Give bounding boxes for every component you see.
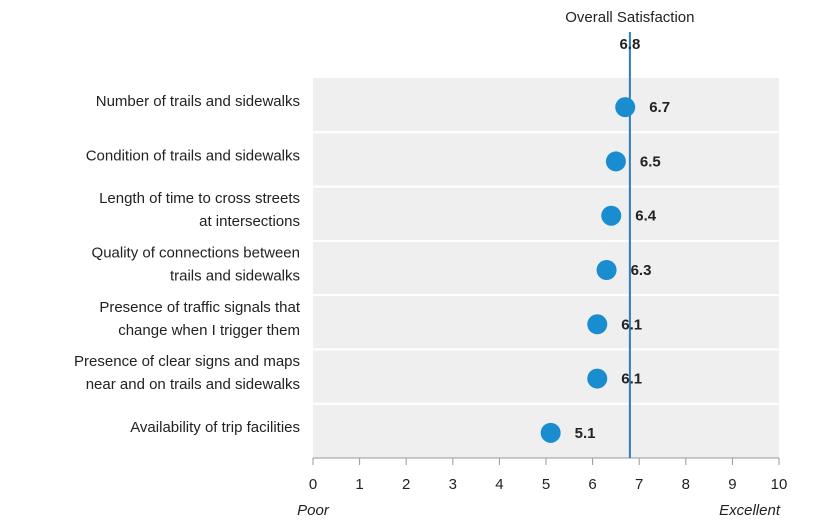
dot bbox=[615, 97, 636, 118]
x-tick-label: 1 bbox=[355, 476, 363, 493]
category-label: Condition of trails and sidewalks bbox=[86, 147, 300, 164]
category-label: Presence of traffic signals that bbox=[99, 299, 300, 316]
category-label: change when I trigger them bbox=[118, 322, 300, 339]
category-label: at intersections bbox=[199, 213, 300, 230]
value-label: 6.7 bbox=[649, 99, 670, 116]
x-tick-label: 9 bbox=[728, 476, 736, 493]
dot bbox=[605, 151, 626, 172]
category-label: Length of time to cross streets bbox=[99, 190, 300, 207]
value-label: 6.1 bbox=[621, 316, 642, 333]
x-tick-label: 5 bbox=[542, 476, 550, 493]
x-tick-label: 0 bbox=[309, 476, 317, 493]
category-label: Number of trails and sidewalks bbox=[96, 93, 300, 110]
x-tick-label: 7 bbox=[635, 476, 643, 493]
value-label: 6.1 bbox=[621, 371, 642, 388]
value-label: 6.3 bbox=[631, 262, 652, 279]
dot bbox=[601, 205, 622, 226]
category-label: Availability of trip facilities bbox=[130, 419, 300, 436]
value-label: 6.5 bbox=[640, 153, 661, 170]
dot bbox=[596, 260, 617, 280]
plot-background bbox=[313, 78, 779, 458]
reference-value: 6.8 bbox=[619, 36, 640, 53]
x-tick-label: 8 bbox=[682, 476, 690, 493]
value-label: 5.1 bbox=[575, 425, 596, 442]
dot bbox=[587, 368, 608, 389]
x-tick-label: 2 bbox=[402, 476, 410, 493]
dot bbox=[587, 314, 608, 335]
x-max-label: Excellent bbox=[719, 502, 781, 519]
dot bbox=[540, 422, 561, 443]
x-min-label: Poor bbox=[297, 502, 330, 519]
x-tick-label: 4 bbox=[495, 476, 503, 493]
x-tick-label: 10 bbox=[771, 476, 788, 493]
category-label: near and on trails and sidewalks bbox=[86, 376, 300, 393]
category-label: Presence of clear signs and maps bbox=[74, 353, 300, 370]
value-label: 6.4 bbox=[635, 208, 657, 225]
category-label: Quality of connections between bbox=[92, 244, 300, 261]
x-tick-label: 6 bbox=[588, 476, 596, 493]
reference-label: Overall Satisfaction bbox=[565, 9, 694, 26]
x-tick-label: 3 bbox=[449, 476, 457, 493]
category-label: trails and sidewalks bbox=[170, 267, 300, 284]
